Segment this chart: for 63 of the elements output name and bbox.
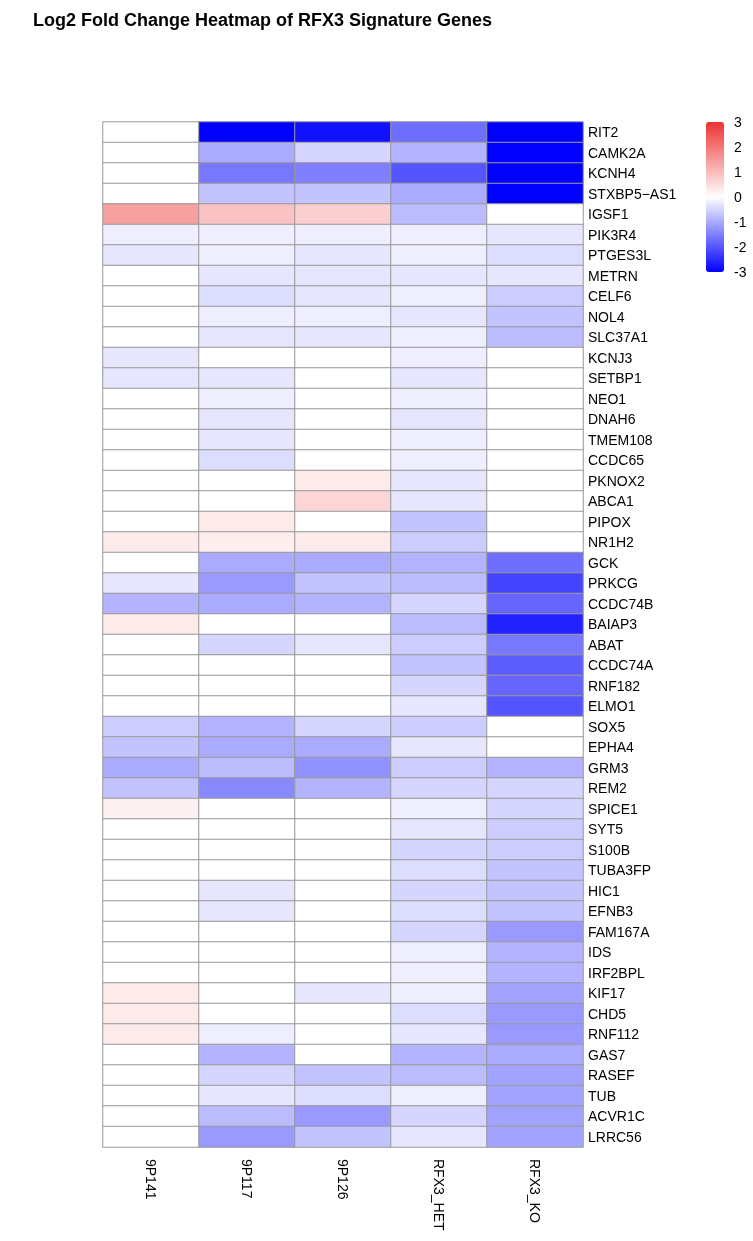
y-tick-label: ELMO1 bbox=[588, 698, 636, 715]
color-bar-label: 2 bbox=[734, 139, 742, 155]
y-tick-label: PIK3R4 bbox=[588, 226, 637, 243]
y-tick-label: ACVR1C bbox=[588, 1108, 645, 1125]
y-tick-label: BAIAP3 bbox=[588, 616, 638, 633]
y-tick-label: CCDC74A bbox=[588, 657, 655, 674]
y-tick-label: S100B bbox=[588, 841, 631, 858]
y-tick-label: GCK bbox=[588, 554, 619, 571]
y-tick-label: IGSF1 bbox=[588, 206, 629, 223]
y-tick-label: SETBP1 bbox=[588, 370, 642, 387]
y-tick-label: EPHA4 bbox=[588, 739, 635, 756]
y-tick-label: RNF182 bbox=[588, 677, 641, 694]
y-tick-label: TUBA3FP bbox=[588, 862, 652, 879]
y-tick-label: IRF2BPL bbox=[588, 964, 646, 981]
y-tick-label: DNAH6 bbox=[588, 411, 636, 428]
y-tick-label: RASEF bbox=[588, 1067, 635, 1084]
y-tick-label: SYT5 bbox=[588, 821, 624, 838]
y-tick-label: RNF112 bbox=[588, 1026, 640, 1043]
y-tick-label: GRM3 bbox=[588, 759, 629, 776]
y-tick-label: KIF17 bbox=[588, 985, 626, 1002]
y-tick-label: PIPOX bbox=[588, 513, 632, 530]
y-tick-label: RIT2 bbox=[588, 124, 619, 141]
y-tick-label: ABCA1 bbox=[588, 493, 635, 510]
y-tick-label: HIC1 bbox=[588, 882, 621, 899]
y-tick-label: PTGES3L bbox=[588, 247, 652, 264]
y-tick-label: REM2 bbox=[588, 780, 628, 797]
y-tick-label: TUB bbox=[588, 1087, 616, 1104]
y-tick-label: GAS7 bbox=[588, 1046, 626, 1063]
y-tick-label: PKNOX2 bbox=[588, 472, 646, 489]
y-tick-label: CELF6 bbox=[588, 288, 632, 305]
x-tick-label: 9P117 bbox=[239, 1159, 255, 1199]
y-tick-label: KCNH4 bbox=[588, 165, 636, 182]
y-tick-label: CCDC74B bbox=[588, 595, 654, 612]
color-bar-label: 3 bbox=[734, 114, 742, 130]
y-tick-label: EFNB3 bbox=[588, 903, 634, 920]
y-tick-label: CCDC65 bbox=[588, 452, 645, 469]
color-bar-label: -1 bbox=[734, 214, 747, 230]
y-tick-label: STXBP5−AS1 bbox=[588, 185, 677, 202]
color-bar-label: -2 bbox=[734, 239, 747, 255]
y-tick-label: LRRC56 bbox=[588, 1128, 642, 1145]
y-tick-label: METRN bbox=[588, 267, 638, 284]
x-tick-label: RFX3_KO bbox=[527, 1159, 543, 1223]
x-tick-label: 9P126 bbox=[335, 1159, 351, 1200]
y-tick-label: NEO1 bbox=[588, 390, 627, 407]
y-tick-label: SOX5 bbox=[588, 718, 626, 735]
x-tick-label: RFX3_HET bbox=[431, 1159, 447, 1232]
y-tick-label: ABAT bbox=[588, 636, 624, 653]
color-bar-label: 0 bbox=[734, 189, 742, 205]
y-tick-label: TMEM108 bbox=[588, 431, 653, 448]
chart-title: Log2 Fold Change Heatmap of RFX3 Signature Genes bbox=[33, 10, 493, 30]
y-tick-label: KCNJ3 bbox=[588, 349, 633, 366]
color-bar-label: -3 bbox=[734, 264, 747, 280]
y-tick-label: PRKCG bbox=[588, 575, 638, 592]
y-tick-label: NOL4 bbox=[588, 308, 625, 325]
y-tick-label: CHD5 bbox=[588, 1005, 627, 1022]
color-bar-label: 1 bbox=[734, 164, 742, 180]
y-tick-label: IDS bbox=[588, 944, 612, 961]
y-tick-label: FAM167A bbox=[588, 923, 651, 940]
y-tick-label: SLC37A1 bbox=[588, 329, 649, 346]
y-tick-label: NR1H2 bbox=[588, 534, 635, 551]
y-tick-label: SPICE1 bbox=[588, 800, 639, 817]
y-tick-label: CAMK2A bbox=[588, 144, 647, 161]
x-tick-label: 9P141 bbox=[143, 1159, 159, 1200]
